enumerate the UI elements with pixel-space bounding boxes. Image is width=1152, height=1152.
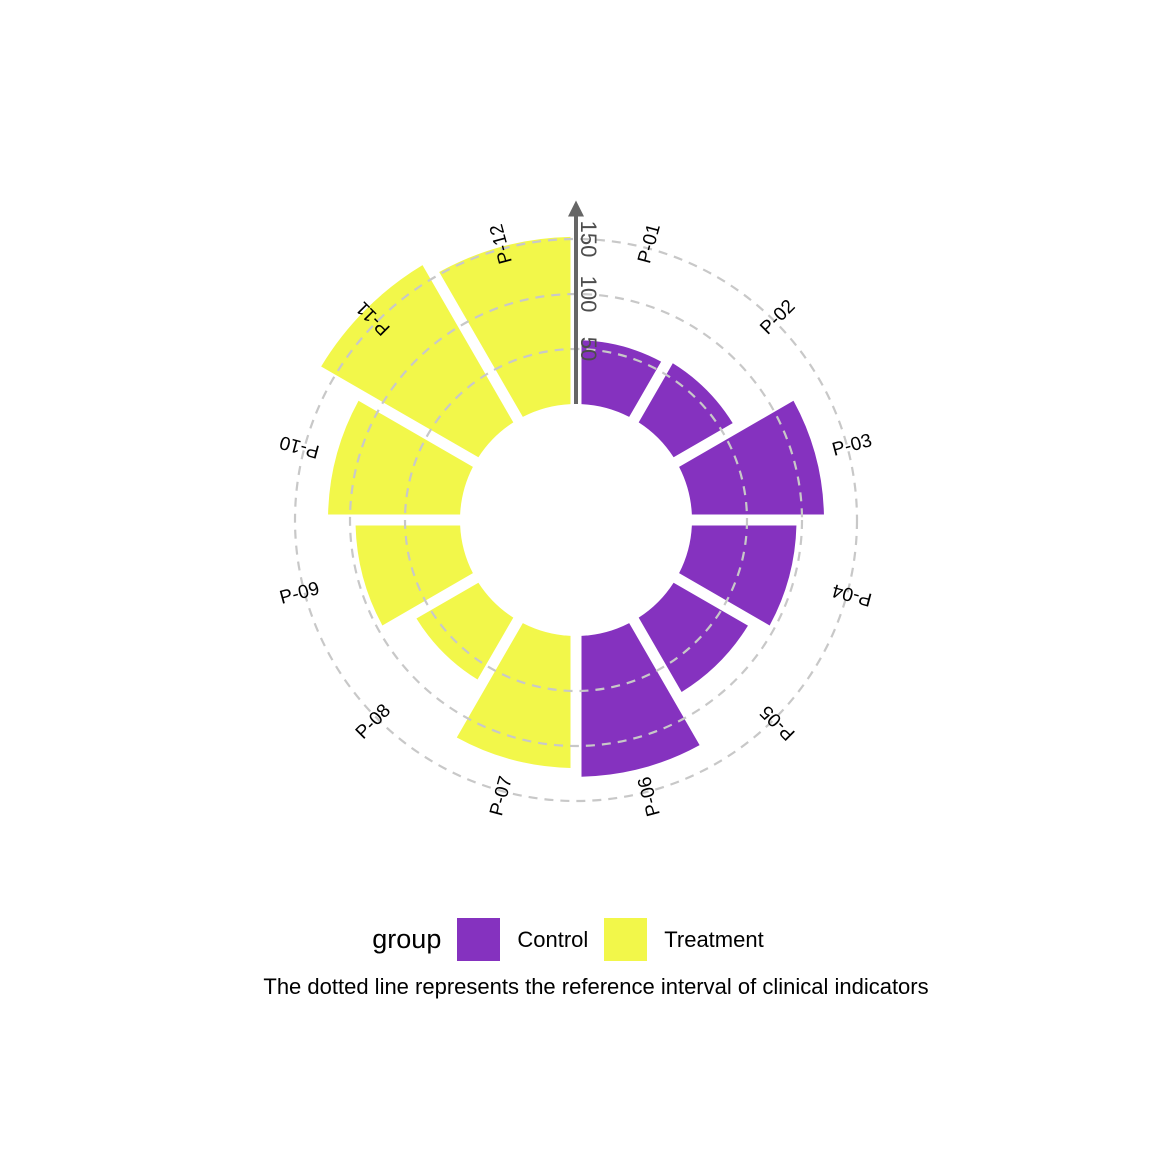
category-label-p-02: P-02 (756, 296, 799, 339)
radial-tick-label: 50 (576, 337, 601, 361)
reference-circle-150 (293, 237, 859, 803)
bar-p-11 (321, 265, 514, 458)
radial-tick-label: 150 (576, 221, 601, 258)
category-label-p-06: P-06 (634, 774, 665, 818)
bars-layer (321, 236, 824, 777)
legend-label-control: Control (517, 926, 589, 952)
legend-swatch-treatment (604, 918, 648, 961)
legend: group Control Treatment (0, 918, 1152, 961)
category-label-p-09: P-09 (278, 578, 322, 609)
bar-p-12 (439, 236, 571, 417)
bar-p-05 (638, 582, 748, 692)
legend-swatch-control (457, 918, 501, 961)
legend-item-treatment: Treatment (604, 918, 764, 961)
legend-item-control: Control (457, 918, 588, 961)
category-label-p-05: P-05 (756, 701, 799, 744)
radial-tick-label: 100 (576, 276, 601, 313)
bar-p-02 (638, 363, 733, 458)
bar-p-01 (581, 340, 662, 417)
bar-p-06 (581, 623, 700, 777)
bar-p-08 (416, 582, 514, 680)
category-label-p-07: P-07 (486, 774, 517, 818)
chart-caption: The dotted line represents the reference… (263, 974, 929, 999)
bar-p-10 (328, 400, 473, 515)
bar-p-07 (456, 623, 571, 768)
category-label-p-08: P-08 (352, 700, 395, 743)
bar-p-03 (679, 400, 824, 515)
category-label-p-03: P-03 (830, 430, 874, 461)
radial-axis: 50 100 150 (568, 200, 601, 404)
legend-title: group (372, 924, 442, 954)
legend-label-treatment: Treatment (664, 926, 764, 952)
category-label-p-10: P-10 (278, 431, 322, 462)
category-label-p-01: P-01 (634, 222, 665, 266)
category-label-p-04: P-04 (830, 579, 875, 610)
